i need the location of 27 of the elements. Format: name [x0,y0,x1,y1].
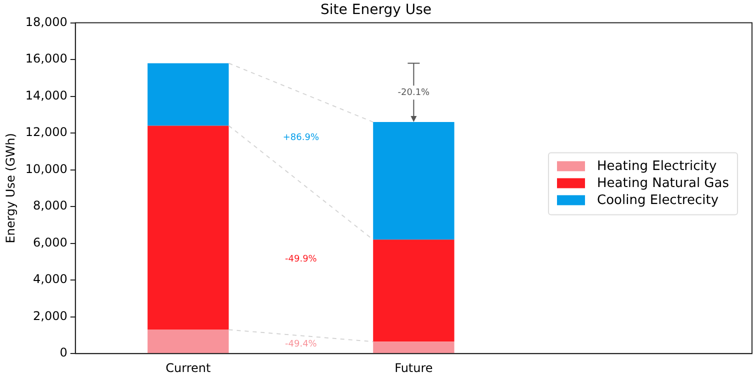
x-tick-label: Future [394,360,433,375]
legend-label: Cooling Electrecity [597,192,719,208]
chart-title: Site Energy Use [320,2,432,18]
y-tick-label: 12,000 [25,125,68,140]
y-tick-label: 14,000 [25,88,68,102]
legend-label: Heating Electricity [597,158,717,174]
y-tick-label: 16,000 [25,52,68,66]
y-tick-label: 8,000 [33,198,68,213]
y-tick-label: 0 [60,346,68,360]
annotation: +86.9% [282,133,320,144]
bar [373,122,454,240]
bar [148,63,229,126]
x-tick-label: Current [166,360,211,375]
bar [148,126,229,330]
bar [373,240,454,342]
y-tick-label: 4,000 [33,272,68,286]
y-tick-label: 2,000 [33,308,68,323]
y-tick-label: 18,000 [25,14,68,29]
y-tick-label: 6,000 [33,235,68,250]
annotation: -49.9% [285,254,318,265]
annotation: -20.1% [398,88,430,98]
legend-label: Heating Natural Gas [597,176,729,191]
bar [373,342,454,354]
y-axis-title: Energy Use (GWh) [3,133,18,244]
bar [148,330,229,354]
y-tick-label: 10,000 [25,162,68,176]
annotation: -49.4% [285,340,318,350]
